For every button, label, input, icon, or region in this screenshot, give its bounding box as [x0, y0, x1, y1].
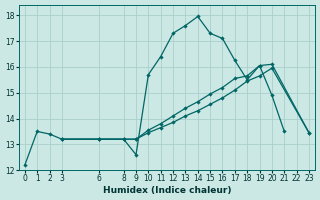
X-axis label: Humidex (Indice chaleur): Humidex (Indice chaleur) — [103, 186, 231, 195]
